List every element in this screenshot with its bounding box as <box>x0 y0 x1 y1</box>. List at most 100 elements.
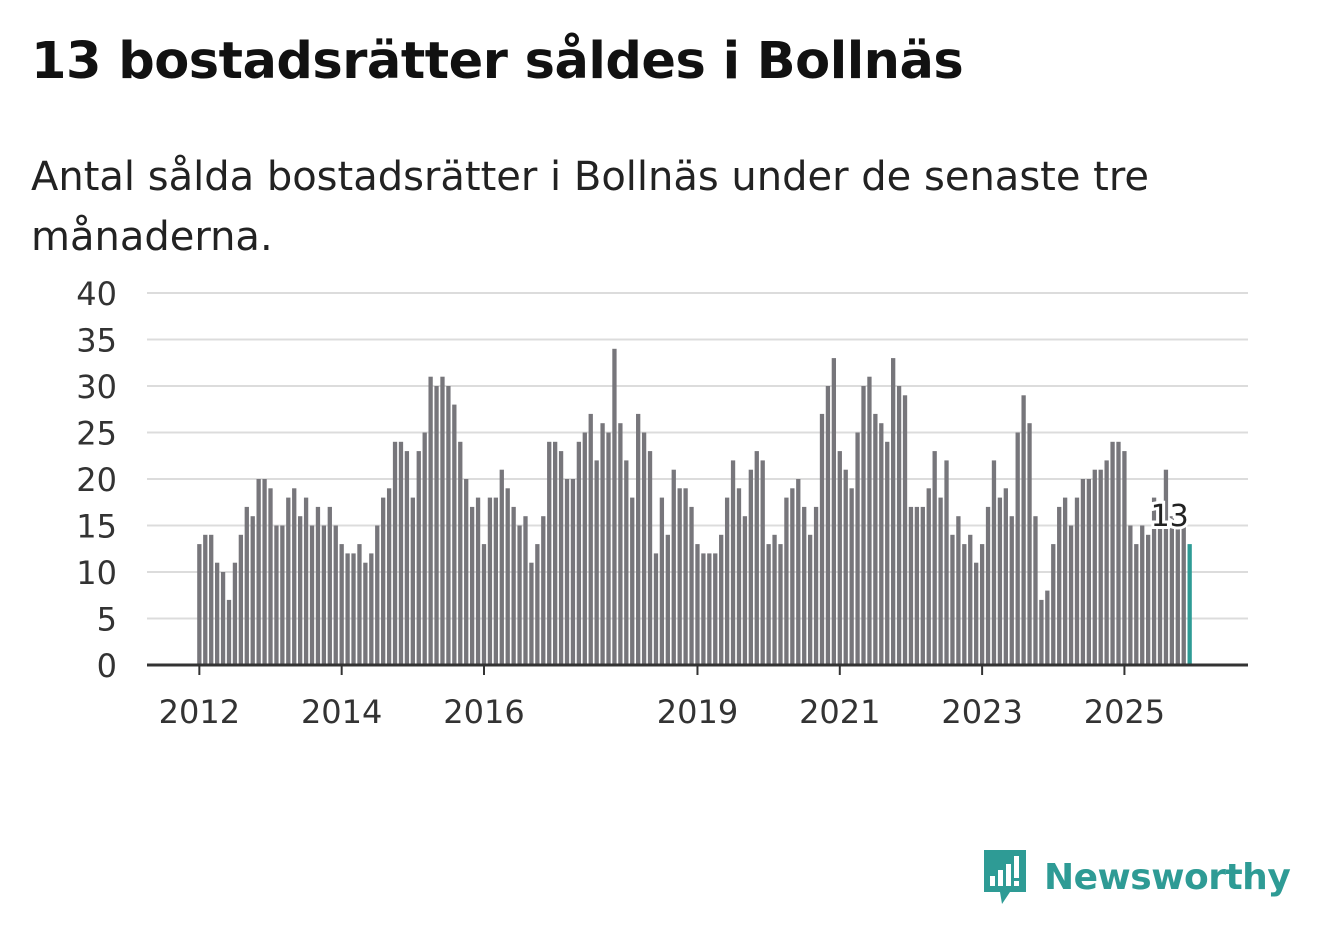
bar <box>695 544 700 665</box>
bar <box>641 432 647 665</box>
bar <box>250 516 255 665</box>
bar <box>458 441 463 665</box>
bar <box>1128 525 1133 665</box>
bar <box>950 534 955 665</box>
annotations: 13 <box>1148 496 1192 537</box>
bar <box>357 544 362 665</box>
bar <box>730 460 736 665</box>
bar <box>920 506 925 665</box>
bar <box>748 469 753 665</box>
bar <box>292 488 297 665</box>
bar <box>618 423 623 665</box>
bar <box>944 460 949 665</box>
bar <box>861 386 866 665</box>
bar <box>333 525 338 665</box>
bar <box>843 469 848 665</box>
x-tick-label: 2023 <box>941 693 1022 731</box>
bar <box>1092 469 1097 665</box>
bar <box>1027 423 1032 665</box>
bar <box>203 534 208 665</box>
bar <box>576 441 582 665</box>
bar <box>588 413 593 665</box>
bar <box>1151 497 1157 665</box>
bar <box>902 395 908 665</box>
bar <box>1116 441 1121 665</box>
y-tick-label: 15 <box>76 508 117 546</box>
bar <box>807 534 813 665</box>
bar <box>849 488 854 665</box>
bar <box>719 534 724 665</box>
bar <box>1122 451 1127 665</box>
x-tick-label: 2016 <box>443 693 524 731</box>
y-axis-ticks: 0 5 10 15 20 25 30 35 40 <box>76 275 117 685</box>
bar <box>683 488 688 665</box>
bar <box>991 460 997 665</box>
bar <box>594 460 599 665</box>
x-tick-label: 2025 <box>1084 693 1165 731</box>
bar <box>209 534 214 665</box>
y-tick-label: 10 <box>76 554 117 592</box>
bar <box>1039 599 1044 665</box>
bar <box>422 432 427 665</box>
bar <box>286 497 291 665</box>
x-axis-ticks: 2012 2014 2016 2019 2021 2023 2025 <box>159 665 1165 731</box>
bar <box>345 553 350 665</box>
bar <box>464 479 469 665</box>
bar <box>1021 395 1026 665</box>
bar <box>392 441 398 665</box>
bar <box>1062 497 1068 665</box>
bar <box>760 460 765 665</box>
bar <box>653 553 659 665</box>
bar <box>1045 590 1050 665</box>
brand-name: Newsworthy <box>1044 856 1291 898</box>
bar <box>997 497 1003 665</box>
bar <box>956 516 961 665</box>
highlight-bar <box>1187 544 1192 665</box>
bar <box>1015 432 1020 665</box>
bar <box>932 451 937 665</box>
bar <box>636 413 641 665</box>
y-tick-label: 30 <box>76 368 117 406</box>
bar <box>819 413 825 665</box>
bar <box>315 506 321 665</box>
bar <box>873 413 878 665</box>
bar <box>452 404 457 665</box>
bar <box>434 386 439 665</box>
bar <box>968 534 973 665</box>
bar <box>369 553 374 665</box>
bar <box>416 451 421 665</box>
x-tick-label: 2014 <box>301 693 382 731</box>
bar <box>523 516 528 665</box>
y-tick-label: 40 <box>76 275 117 313</box>
bar <box>268 488 273 665</box>
bar <box>1157 525 1163 665</box>
bar <box>630 497 635 665</box>
bar <box>908 506 914 665</box>
y-tick-label: 35 <box>76 322 117 360</box>
bar <box>790 488 795 665</box>
bar <box>487 497 493 665</box>
bar <box>689 506 694 665</box>
bar <box>558 451 564 665</box>
y-tick-label: 5 <box>97 601 117 639</box>
bar <box>398 441 404 665</box>
y-tick-label: 0 <box>97 647 117 685</box>
bar <box>938 497 943 665</box>
bar <box>511 506 516 665</box>
bar <box>671 469 676 665</box>
bar <box>529 562 534 665</box>
bar <box>772 534 777 665</box>
bar <box>303 497 309 665</box>
bar <box>1146 534 1151 665</box>
bar <box>754 451 759 665</box>
bar <box>1163 469 1169 665</box>
bar <box>256 479 261 665</box>
bar <box>351 553 356 665</box>
bar <box>985 506 991 665</box>
bar <box>855 432 860 665</box>
bar <box>469 506 475 665</box>
bar <box>321 525 327 665</box>
bar <box>1175 525 1180 665</box>
bar <box>926 488 931 665</box>
